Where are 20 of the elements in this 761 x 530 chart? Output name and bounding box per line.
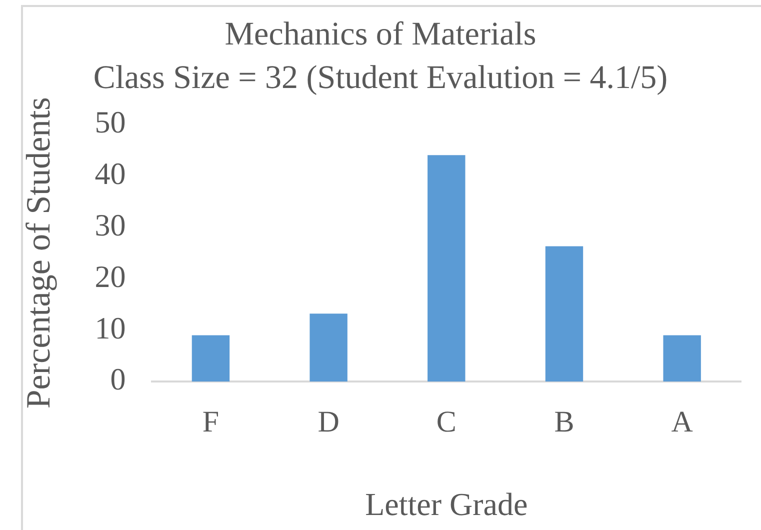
bar [545,246,584,382]
x-tick-label: F [202,405,220,438]
chart-title: Mechanics of Materials [224,16,536,52]
y-tick-label: 30 [94,207,126,242]
y-tick-label: 20 [94,258,126,294]
y-tick-label: 0 [110,362,126,397]
y-tick-label: 50 [94,104,126,140]
x-tick-label: C [436,405,456,438]
y-axis-title: Percentage of Students [20,97,58,409]
x-tick-label: A [671,405,694,438]
y-tick-label: 10 [94,310,126,346]
chart-subtitle: Class Size = 32 (Student Evalution = 4.1/5) [93,60,668,96]
bar [192,335,230,382]
x-axis-title: Letter Grade [365,486,528,522]
y-tick-label: 40 [94,156,126,191]
bar [663,335,701,382]
x-tick-label: B [554,405,574,438]
bar [428,155,466,382]
bar [310,314,348,382]
x-tick-label: D [318,405,340,438]
